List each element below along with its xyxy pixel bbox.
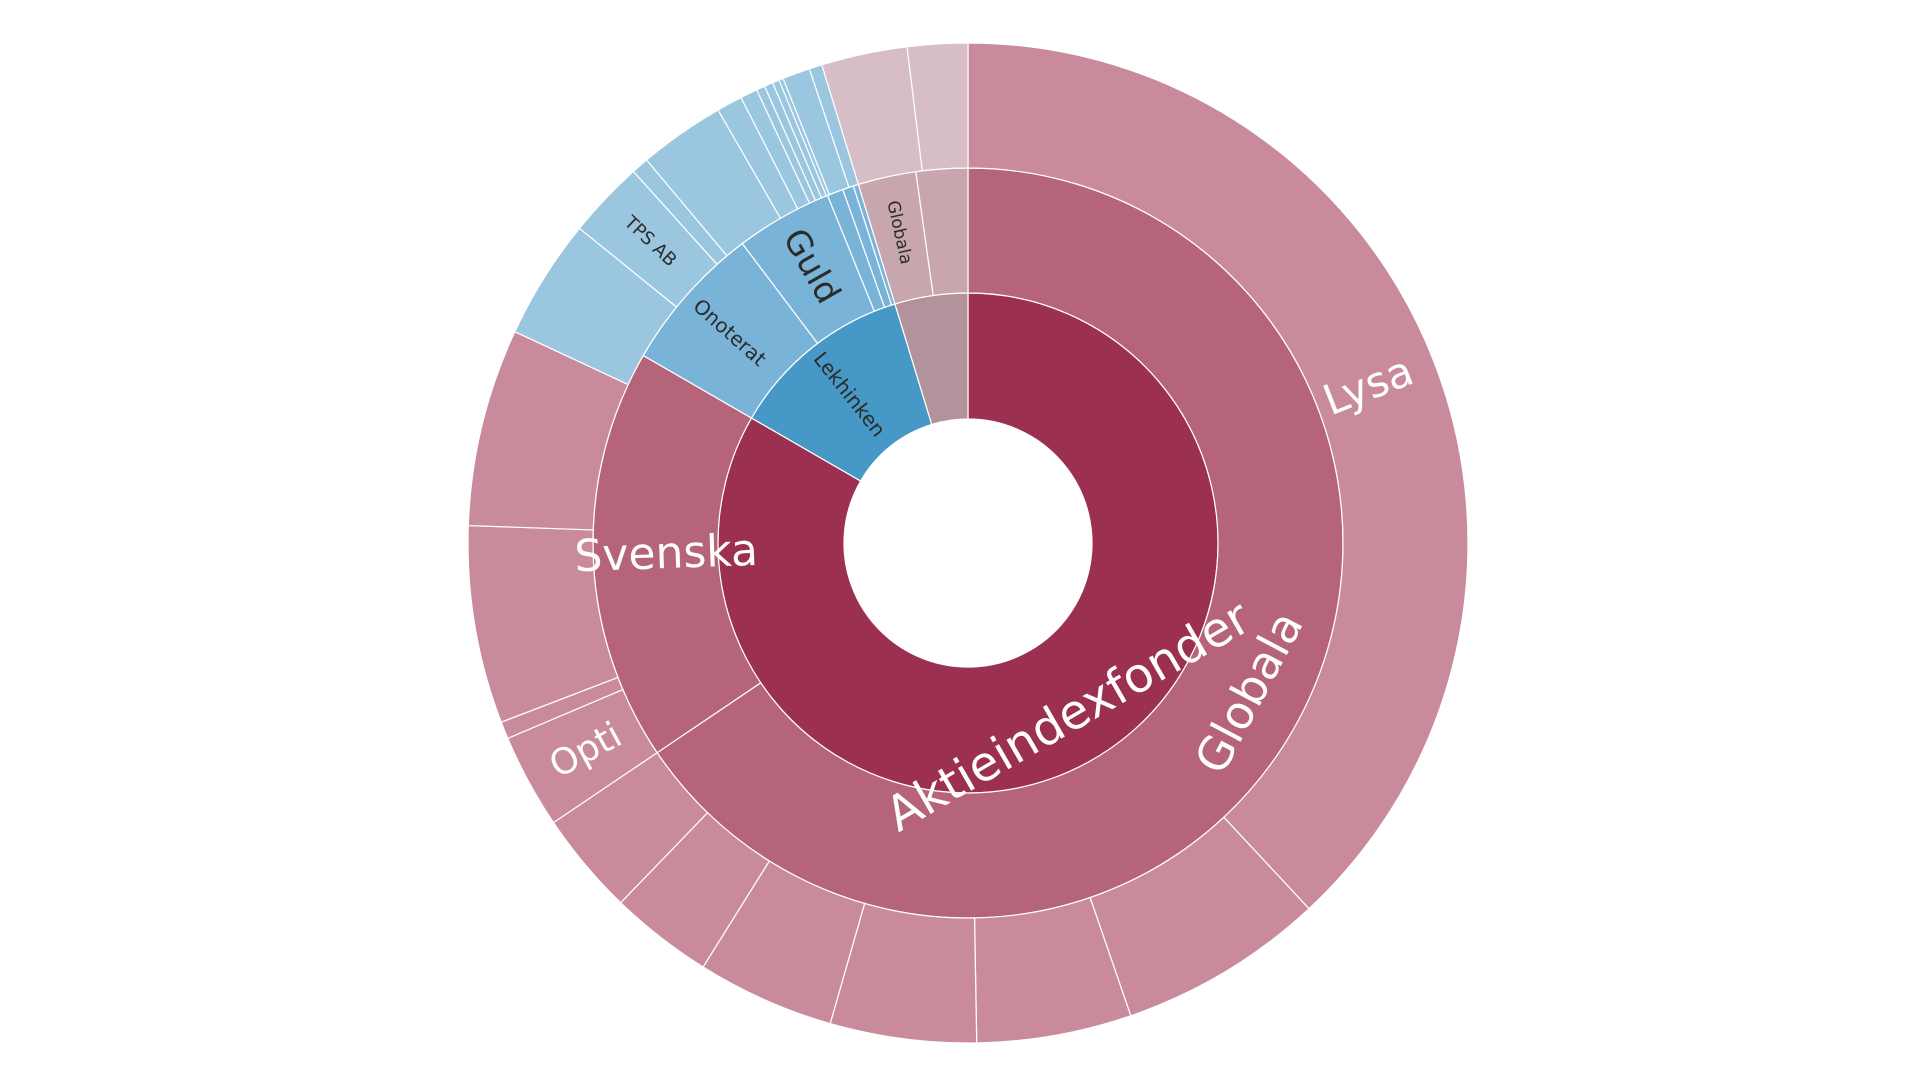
sunburst-segment-ring3-12[interactable] bbox=[967, 42, 1469, 910]
sunburst-segment-ring3-36[interactable] bbox=[906, 42, 969, 172]
segment-label-svenska: Svenska bbox=[574, 525, 759, 582]
segments-layer bbox=[467, 42, 1469, 1044]
